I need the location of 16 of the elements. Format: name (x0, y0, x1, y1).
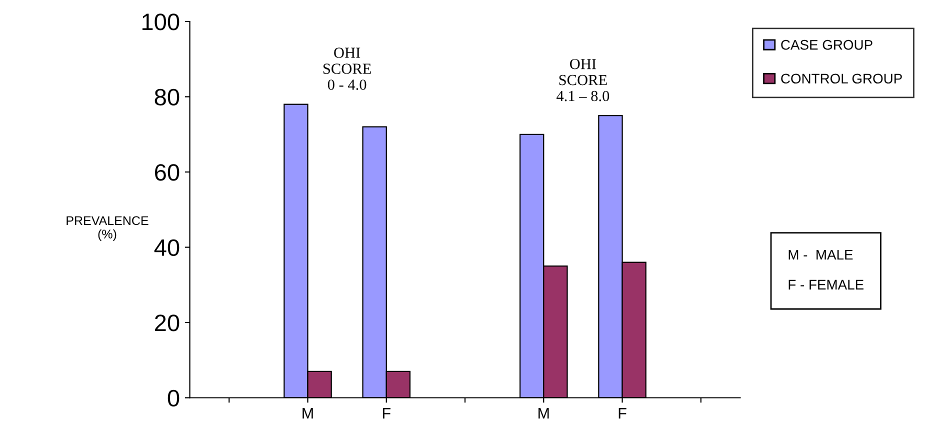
y-tick-label: 40 (154, 239, 180, 256)
legend-label: CONTROL GROUP (781, 74, 902, 84)
y-axis-title: PREVALENCE (%) (66, 216, 148, 241)
y-tick-label: 80 (154, 88, 180, 106)
y-tick-label: 20 (155, 314, 180, 332)
x-tick-label: M (302, 408, 313, 419)
x-tick-label: F (618, 408, 626, 419)
y-tick-label: 100 (142, 14, 180, 30)
legend-label: CASE GROUP (781, 40, 872, 50)
y-tick-label: 0 (168, 390, 180, 407)
annotation: OHI SCORE 0 - 4.0 (323, 48, 371, 90)
x-tick-label: M (538, 408, 549, 419)
annotation: OHI SCORE 4.1 – 8.0 (556, 58, 610, 102)
y-tick-label: 60 (155, 164, 180, 181)
x-tick-label: F (382, 408, 390, 419)
text: M - MALE F - FEMALE (788, 250, 864, 290)
